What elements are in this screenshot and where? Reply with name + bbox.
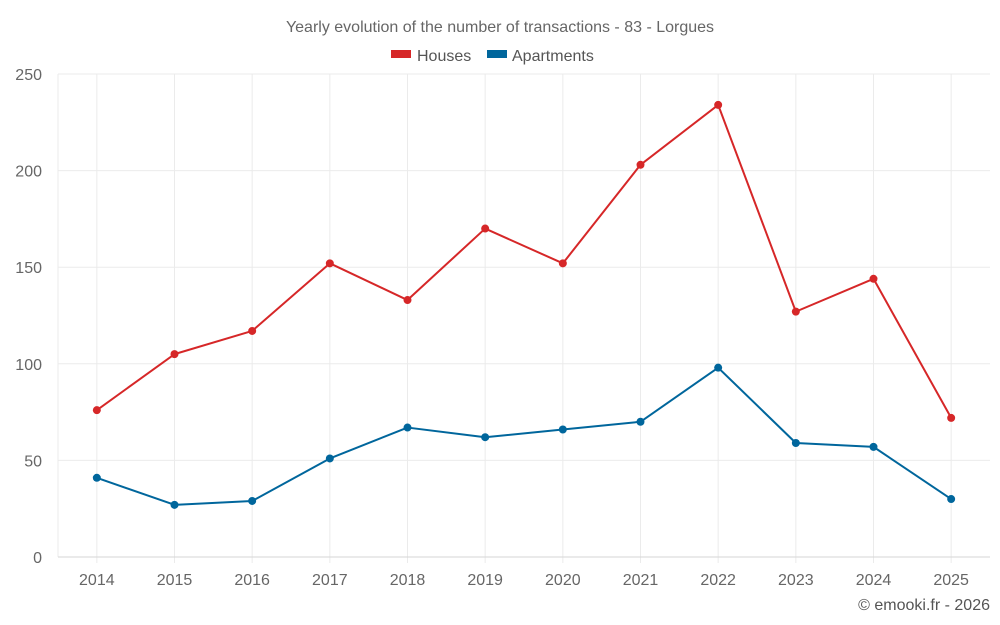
y-tick-label: 50 [24,453,42,470]
y-tick-label: 250 [15,67,42,84]
x-tick-label: 2020 [545,572,581,589]
x-tick-label: 2018 [390,572,426,589]
x-tick-label: 2022 [700,572,736,589]
legend-label: Apartments [512,48,594,65]
x-tick-label: 2015 [157,572,193,589]
data-point [170,350,179,359]
series-houses [92,100,956,422]
data-point [558,425,567,434]
data-point [481,224,490,233]
legend-item-houses: Houses [391,48,471,65]
legend-label: Houses [417,48,471,65]
data-point [248,496,257,505]
y-tick-label: 0 [33,550,42,567]
y-axis: 0 50 100 150 200 250 [15,67,42,567]
data-point [869,442,878,451]
data-point [791,307,800,316]
legend-swatch [391,50,411,58]
data-point [791,439,800,448]
legend-swatch [487,50,507,58]
data-point [248,326,257,335]
data-point [558,259,567,268]
legend-item-apartments: Apartments [487,48,594,65]
data-point [403,296,412,305]
data-point [947,495,956,504]
data-point [714,100,723,109]
series-line [96,366,952,506]
x-tick-label: 2019 [467,572,503,589]
chart-title: Yearly evolution of the number of transa… [286,19,714,36]
data-point [636,417,645,426]
data-point [403,423,412,432]
x-tick-label: 2024 [856,572,892,589]
data-point [636,160,645,169]
y-tick-label: 150 [15,260,42,277]
y-tick-label: 100 [15,357,42,374]
data-point [869,274,878,283]
x-tick-label: 2025 [933,572,969,589]
x-tick-label: 2023 [778,572,814,589]
credit-text: © emooki.fr - 2026 [858,597,990,614]
y-tick-label: 200 [15,164,42,181]
data-point [481,433,490,442]
series-group [92,100,956,509]
data-point [92,406,101,415]
data-point [170,500,179,509]
x-tick-label: 2014 [79,572,115,589]
data-point [92,473,101,482]
series-line [96,103,953,419]
x-tick-label: 2021 [623,572,659,589]
x-axis: 2014 2015 2016 2017 2018 2019 2020 2021 2022 2023… [79,572,969,589]
x-tick-label: 2016 [234,572,270,589]
series-apartments [92,363,956,509]
data-point [947,413,956,422]
x-tick-label: 2017 [312,572,348,589]
data-point [325,259,334,268]
legend: Houses Apartments [391,48,594,65]
data-point [714,363,723,372]
grid [57,73,990,563]
data-point [325,454,334,463]
